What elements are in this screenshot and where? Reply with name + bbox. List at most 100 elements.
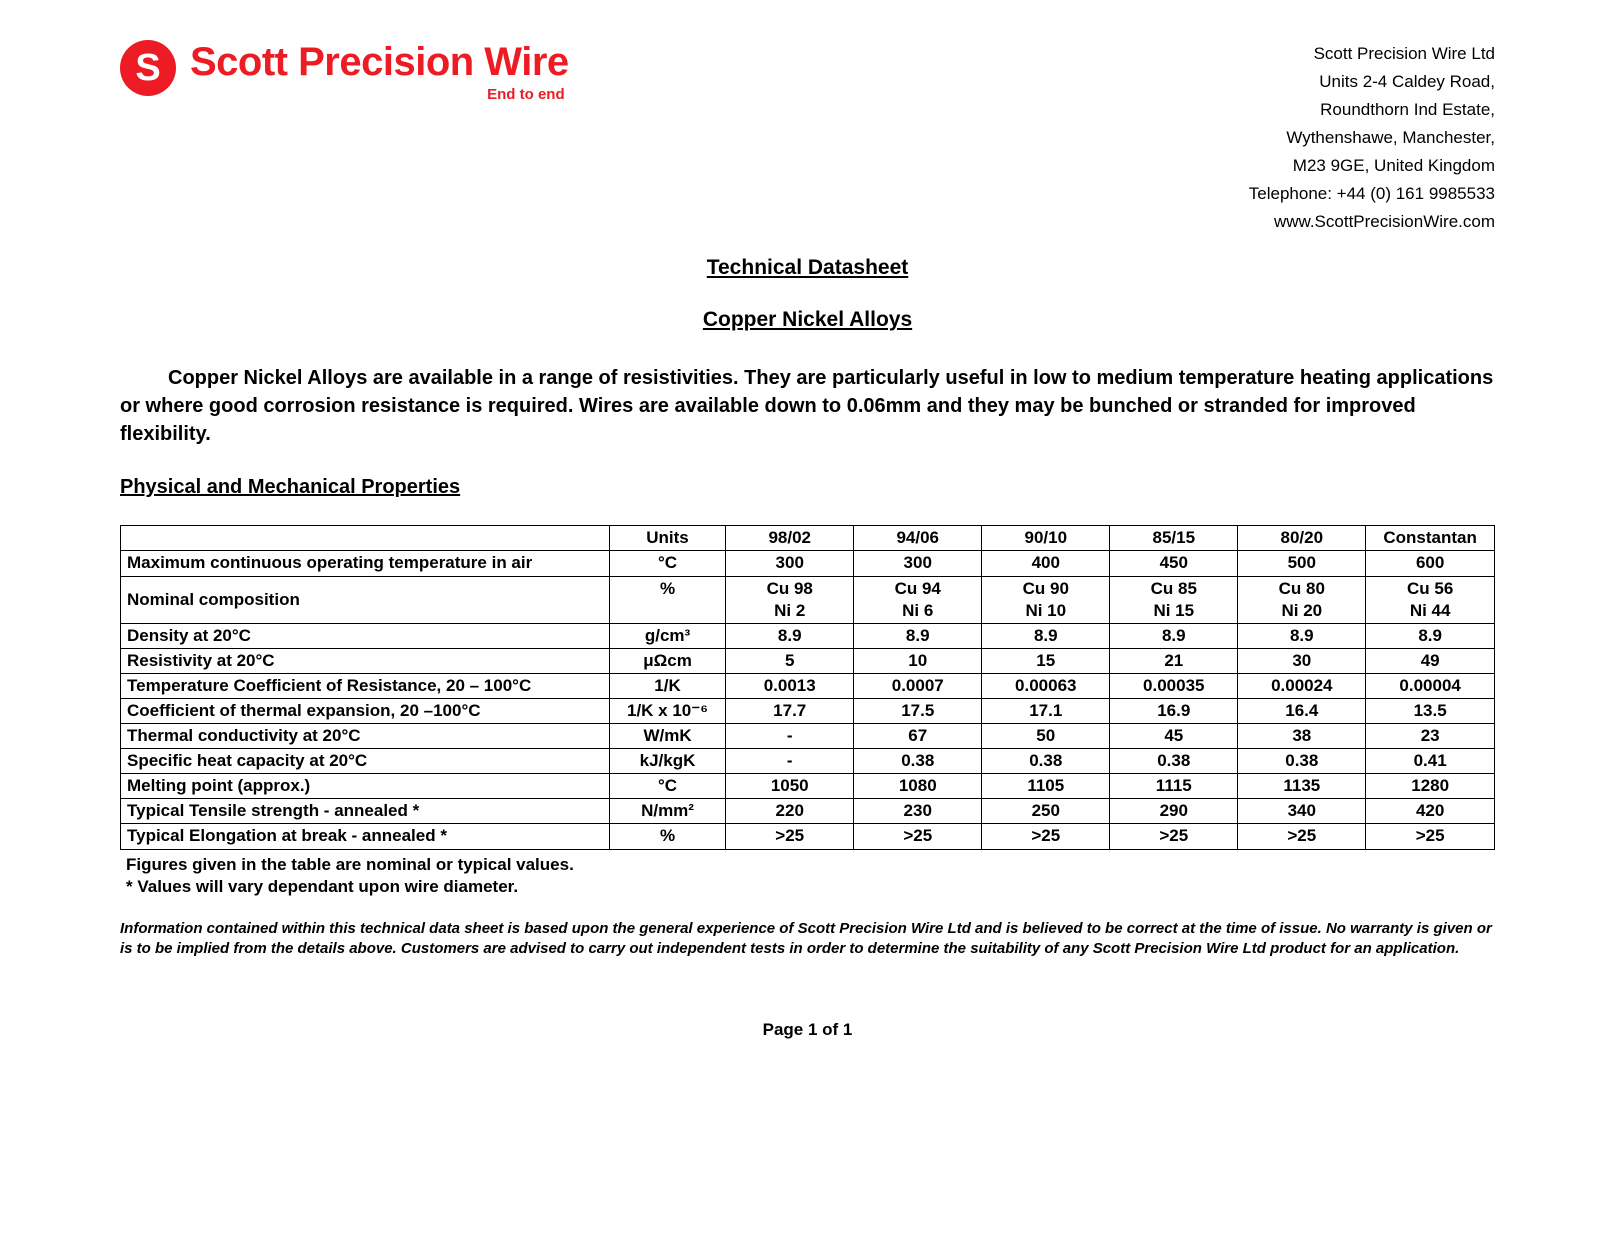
brand-tagline: End to end	[487, 86, 565, 103]
address-line: Units 2-4 Caldey Road,	[1249, 68, 1495, 96]
table-row: Specific heat capacity at 20°CkJ/kgK-0.3…	[121, 749, 1495, 774]
unit-cell: g/cm³	[609, 623, 725, 648]
value-cell: 38	[1238, 724, 1366, 749]
value-cell: Cu 94Ni 6	[854, 576, 982, 623]
logo-letter: S	[135, 49, 160, 87]
value-cell: 15	[982, 648, 1110, 673]
value-cell: 500	[1238, 551, 1366, 576]
value-cell: 1080	[854, 774, 982, 799]
value-cell: 17.5	[854, 698, 982, 723]
table-row: Thermal conductivity at 20°CW/mK-6750453…	[121, 724, 1495, 749]
address-line: Roundthorn Ind Estate,	[1249, 96, 1495, 124]
value-cell: 0.00035	[1110, 673, 1238, 698]
value-cell: 0.0013	[726, 673, 854, 698]
value-cell: 17.7	[726, 698, 854, 723]
table-header: 90/10	[982, 526, 1110, 551]
value-cell: 0.41	[1366, 749, 1495, 774]
value-cell: >25	[1110, 824, 1238, 849]
value-cell: 8.9	[1238, 623, 1366, 648]
value-cell: 0.00004	[1366, 673, 1495, 698]
value-cell: 67	[854, 724, 982, 749]
table-header: 85/15	[1110, 526, 1238, 551]
property-name: Typical Tensile strength - annealed *	[121, 799, 610, 824]
value-cell: 0.38	[1110, 749, 1238, 774]
property-name: Temperature Coefficient of Resistance, 2…	[121, 673, 610, 698]
table-header: 98/02	[726, 526, 854, 551]
property-name: Nominal composition	[121, 576, 610, 623]
doc-title: Technical Datasheet	[120, 256, 1495, 280]
address-line: M23 9GE, United Kingdom	[1249, 152, 1495, 180]
value-cell: 8.9	[1366, 623, 1495, 648]
table-header: Units	[609, 526, 725, 551]
property-name: Melting point (approx.)	[121, 774, 610, 799]
page-number: Page 1 of 1	[120, 1020, 1495, 1040]
table-header-blank	[121, 526, 610, 551]
table-row: Maximum continuous operating temperature…	[121, 551, 1495, 576]
table-header: 80/20	[1238, 526, 1366, 551]
doc-subtitle: Copper Nickel Alloys	[120, 308, 1495, 332]
value-cell: 1115	[1110, 774, 1238, 799]
value-cell: -	[726, 749, 854, 774]
value-cell: 17.1	[982, 698, 1110, 723]
unit-cell: 1/K x 10⁻⁶	[609, 698, 725, 723]
logo-block: S Scott Precision Wire End to end	[120, 40, 569, 103]
address-line: Scott Precision Wire Ltd	[1249, 40, 1495, 68]
value-cell: 0.38	[982, 749, 1110, 774]
value-cell: 8.9	[1110, 623, 1238, 648]
property-name: Coefficient of thermal expansion, 20 –10…	[121, 698, 610, 723]
value-cell: 0.38	[1238, 749, 1366, 774]
value-cell: 8.9	[726, 623, 854, 648]
footnotes: Figures given in the table are nominal o…	[120, 854, 1495, 900]
value-cell: 340	[1238, 799, 1366, 824]
value-cell: 1050	[726, 774, 854, 799]
value-cell: 5	[726, 648, 854, 673]
value-cell: 1280	[1366, 774, 1495, 799]
value-cell: 400	[982, 551, 1110, 576]
property-name: Resistivity at 20°C	[121, 648, 610, 673]
table-header-row: Units 98/02 94/06 90/10 85/15 80/20 Cons…	[121, 526, 1495, 551]
value-cell: 1105	[982, 774, 1110, 799]
table-row: Typical Elongation at break - annealed *…	[121, 824, 1495, 849]
unit-cell: W/mK	[609, 724, 725, 749]
value-cell: Cu 56Ni 44	[1366, 576, 1495, 623]
value-cell: 0.00024	[1238, 673, 1366, 698]
table-row: Coefficient of thermal expansion, 20 –10…	[121, 698, 1495, 723]
property-name: Maximum continuous operating temperature…	[121, 551, 610, 576]
unit-cell: N/mm²	[609, 799, 725, 824]
unit-cell: %	[609, 576, 725, 623]
address-line: Telephone: +44 (0) 161 9985533	[1249, 180, 1495, 208]
value-cell: 50	[982, 724, 1110, 749]
value-cell: 0.0007	[854, 673, 982, 698]
disclaimer: Information contained within this techni…	[120, 919, 1495, 958]
value-cell: 30	[1238, 648, 1366, 673]
value-cell: 0.38	[854, 749, 982, 774]
value-cell: 300	[854, 551, 982, 576]
value-cell: Cu 90Ni 10	[982, 576, 1110, 623]
value-cell: 8.9	[982, 623, 1110, 648]
value-cell: -	[726, 724, 854, 749]
unit-cell: °C	[609, 774, 725, 799]
value-cell: 23	[1366, 724, 1495, 749]
value-cell: 1135	[1238, 774, 1366, 799]
value-cell: 16.4	[1238, 698, 1366, 723]
value-cell: 420	[1366, 799, 1495, 824]
properties-table: Units 98/02 94/06 90/10 85/15 80/20 Cons…	[120, 525, 1495, 849]
value-cell: 450	[1110, 551, 1238, 576]
value-cell: 600	[1366, 551, 1495, 576]
table-row: Typical Tensile strength - annealed *N/m…	[121, 799, 1495, 824]
address-line: www.ScottPrecisionWire.com	[1249, 208, 1495, 236]
value-cell: 220	[726, 799, 854, 824]
table-row: Density at 20°Cg/cm³8.98.98.98.98.98.9	[121, 623, 1495, 648]
value-cell: 300	[726, 551, 854, 576]
table-row: Temperature Coefficient of Resistance, 2…	[121, 673, 1495, 698]
value-cell: >25	[726, 824, 854, 849]
value-cell: 16.9	[1110, 698, 1238, 723]
value-cell: >25	[982, 824, 1110, 849]
table-header: Constantan	[1366, 526, 1495, 551]
company-address: Scott Precision Wire Ltd Units 2-4 Calde…	[1249, 40, 1495, 236]
value-cell: >25	[1366, 824, 1495, 849]
footnote-line: Figures given in the table are nominal o…	[126, 854, 1495, 877]
brand-text: Scott Precision Wire End to end	[190, 40, 569, 103]
address-line: Wythenshawe, Manchester,	[1249, 124, 1495, 152]
unit-cell: 1/K	[609, 673, 725, 698]
